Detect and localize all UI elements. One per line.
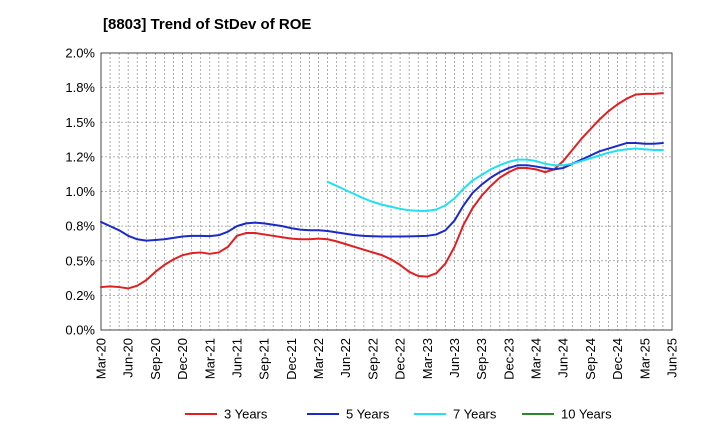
x-tick-label: Jun-23: [447, 338, 462, 378]
y-tick-label: 0.0%: [65, 323, 95, 338]
series-lines: [100, 92, 664, 290]
x-tick-label: Dec-24: [610, 338, 625, 380]
y-tick-label: 0.2%: [65, 288, 95, 303]
x-tick-label: Jun-22: [338, 338, 353, 378]
x-tick-label: Mar-25: [637, 338, 652, 379]
x-tick-label: Jun-21: [229, 338, 244, 378]
y-tick-label: 1.0%: [65, 184, 95, 199]
x-tick-label: Dec-21: [284, 338, 299, 380]
x-tick-label: Dec-22: [393, 338, 408, 380]
legend: 3 Years 5 Years 7 Years 10 Years: [185, 407, 612, 422]
series-line-7-years: [326, 147, 664, 212]
x-tick-label: Dec-23: [501, 338, 516, 380]
y-axis-ticks: 0.0% 0.2% 0.5% 0.8% 1.0% 1.2% 1.5% 1.8% 2.0%: [65, 46, 95, 338]
x-tick-label: Mar-20: [94, 338, 109, 379]
x-tick-label: Sep-24: [583, 338, 598, 380]
x-tick-label: Sep-21: [257, 338, 272, 380]
x-axis-ticks: Mar-20 Jun-20 Sep-20 Dec-20 Mar-21 Jun-21 Sep-…: [94, 338, 680, 380]
x-tick-label: Mar-22: [311, 338, 326, 379]
y-tick-label: 1.5%: [65, 115, 95, 130]
legend-10-years-label: 10 Years: [561, 407, 612, 422]
x-tick-label: Sep-20: [148, 338, 163, 380]
grid-horizontal: [101, 87, 672, 296]
legend-7-years-label: 7 Years: [453, 407, 497, 422]
x-tick-label: Mar-23: [420, 338, 435, 379]
y-tick-label: 0.5%: [65, 253, 95, 268]
x-tick-label: Dec-20: [175, 338, 190, 380]
x-tick-label: Jun-20: [121, 338, 136, 378]
legend-3-years-label: 3 Years: [224, 407, 268, 422]
x-tick-label: Sep-22: [365, 338, 380, 380]
x-tick-label: Mar-21: [202, 338, 217, 379]
x-tick-label: Mar-24: [529, 338, 544, 379]
x-tick-label: Jun-24: [556, 338, 571, 378]
y-tick-label: 2.0%: [65, 46, 95, 61]
plot-area: [100, 52, 673, 331]
chart-title: [8803] Trend of StDev of ROE: [103, 16, 311, 33]
y-tick-label: 1.8%: [65, 80, 95, 95]
x-tick-label: Sep-23: [474, 338, 489, 380]
x-tick-label: Jun-25: [665, 338, 680, 378]
plot-frame: [100, 52, 673, 331]
y-tick-label: 1.2%: [65, 149, 95, 164]
y-tick-label: 0.8%: [65, 219, 95, 234]
series-line-3-years: [100, 92, 664, 290]
legend-5-years-label: 5 Years: [346, 407, 390, 422]
